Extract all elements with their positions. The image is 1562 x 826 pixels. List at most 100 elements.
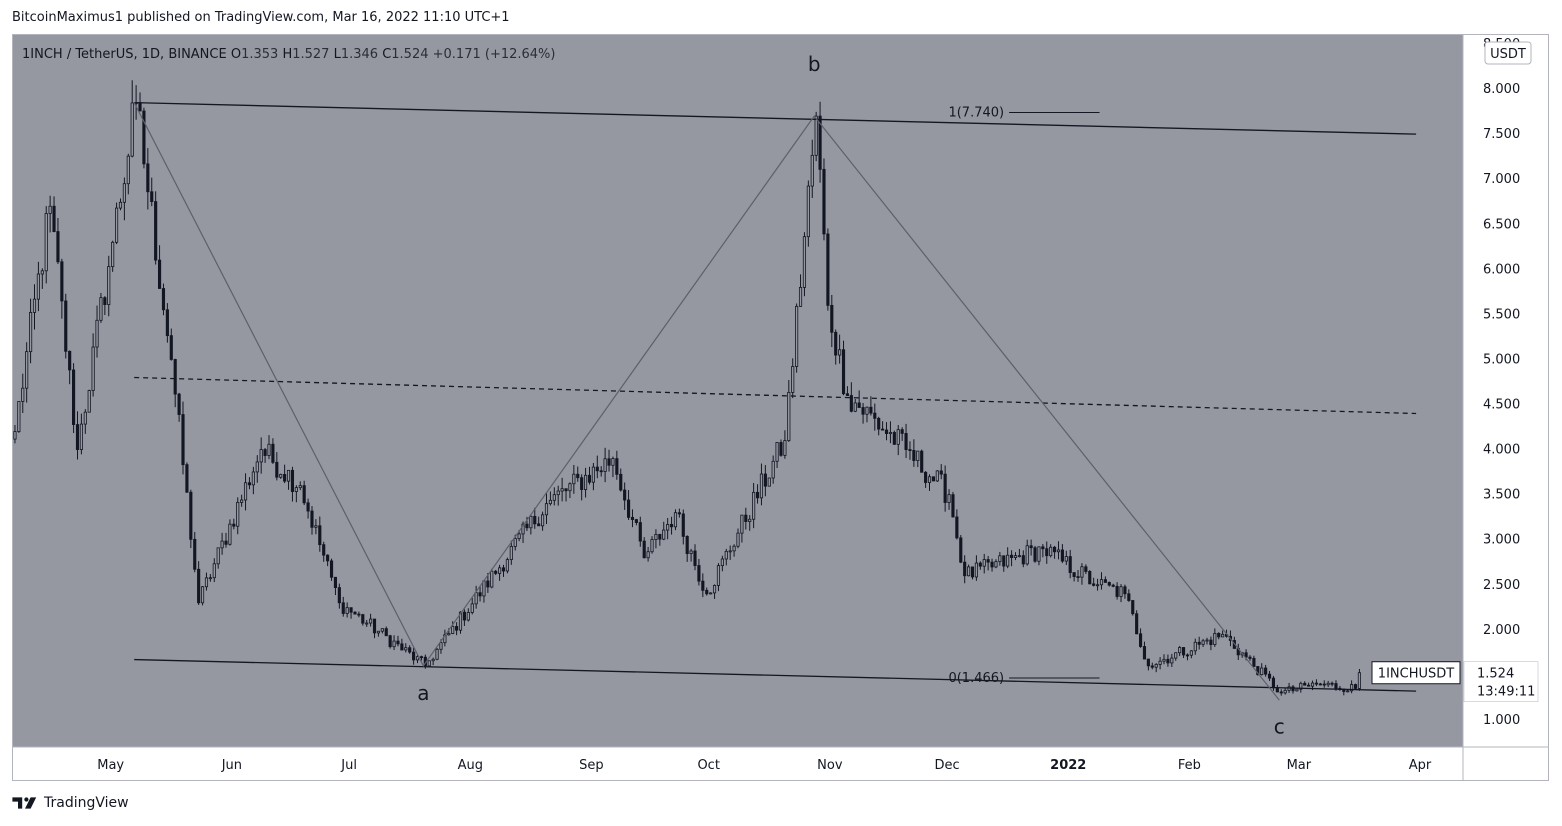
publish-info: published on TradingView.com, Mar 16, 20… [127,10,510,25]
candle-body [990,561,994,568]
candle-body [517,533,521,540]
candle-body [838,349,842,356]
candle-body [626,499,631,518]
candle-body [161,288,166,311]
candle-body [439,642,443,650]
candle-body [1002,555,1006,567]
candle-body [494,570,498,574]
candle-body [873,412,877,419]
candle-body [1115,585,1119,597]
candle-body [818,115,822,170]
tradingview-logo-icon[interactable] [12,796,38,810]
candle-countdown-label: 13:49:11 [1477,685,1535,700]
footer-brand[interactable]: TradingView [44,795,129,811]
candle-body [603,458,607,472]
candle-body [795,305,799,367]
candle-body [1275,687,1279,693]
candle-body [1006,554,1010,567]
plot-area[interactable] [13,35,1463,747]
candle-body [91,346,95,391]
candle-body [669,524,674,528]
candle-body [52,205,56,232]
candle-body [904,433,908,450]
candle-body [611,458,615,466]
current-price-tag [1463,661,1539,702]
candle-body [181,414,185,466]
channel-mid-dashed-line[interactable] [134,376,1417,415]
candle-body [154,201,158,261]
candle-body [916,450,920,461]
candle-body [380,628,384,632]
candle-body [447,633,451,636]
candle-body [939,470,943,475]
candle-body [541,514,545,527]
candle-body [560,488,564,492]
candle-body [1185,654,1190,657]
candle-body [802,236,807,288]
candle-body [247,482,252,486]
wave-label-a: a [417,681,429,705]
price-chart[interactable]: 1.0001.5002.0002.5003.0003.5004.0004.500… [12,34,1549,781]
candle-body [400,643,404,651]
candle-body [150,191,154,202]
candle-body [79,423,83,450]
candle-body [806,185,810,238]
candle-body [283,474,287,482]
candle-body [462,611,466,621]
candle-body [861,407,865,415]
abc-wave-line[interactable] [133,102,1280,701]
candle-body [642,540,646,559]
fib-level-label: 1(7.740) [948,106,1004,121]
candle-body [251,471,255,486]
candle-body [505,559,509,572]
y-tick-label: 6.000 [1483,262,1520,277]
current-price-label: 1.524 [1477,667,1514,682]
candle-body [1346,690,1350,693]
channel-upper-line[interactable] [134,101,1417,135]
candle-body [1283,689,1287,694]
x-tick-label: Jul [340,758,357,773]
candle-body [111,241,115,268]
candle-body [1103,579,1107,583]
candle-body [1221,633,1225,638]
candle-body [658,533,662,540]
candle-body [615,458,619,475]
candle-body [752,491,756,520]
candle-body [310,510,314,528]
candle-body [21,387,25,402]
candle-body [126,155,130,185]
x-tick-label: Aug [458,758,483,773]
candle-body [630,516,635,520]
channel-lower-line[interactable] [134,658,1417,692]
candle-body [994,561,998,568]
candle-body [458,611,463,631]
candle-body [1170,657,1174,664]
candle-body [525,523,529,529]
candle-body [1217,632,1221,638]
candle-body [822,168,826,235]
candle-body [877,417,881,430]
candle-body [451,626,455,634]
candle-body [908,449,912,451]
candle-body [87,390,91,413]
currency-badge-label[interactable]: USDT [1490,47,1526,62]
candle-body [1189,650,1193,656]
candle-body [1158,660,1162,665]
wave-label-c: c [1274,714,1285,738]
candle-body [337,587,341,604]
ohlc-legend[interactable]: 1INCH / TetherUS, 1D, BINANCE O1.353 H1.… [22,47,555,62]
candle-body [646,551,650,559]
candle-body [1041,546,1045,550]
candle-body [1150,665,1154,668]
author-name[interactable]: BitcoinMaximus1 [12,10,124,25]
candle-body [533,515,537,525]
candle-body [931,476,935,482]
candle-body [118,201,123,209]
candle-body [857,402,861,408]
candle-body [60,261,64,302]
candle-body [814,115,818,156]
y-tick-label: 5.500 [1483,307,1520,322]
candle-body [1154,663,1158,668]
candle-body [419,656,423,659]
currency-badge[interactable] [1484,41,1532,65]
